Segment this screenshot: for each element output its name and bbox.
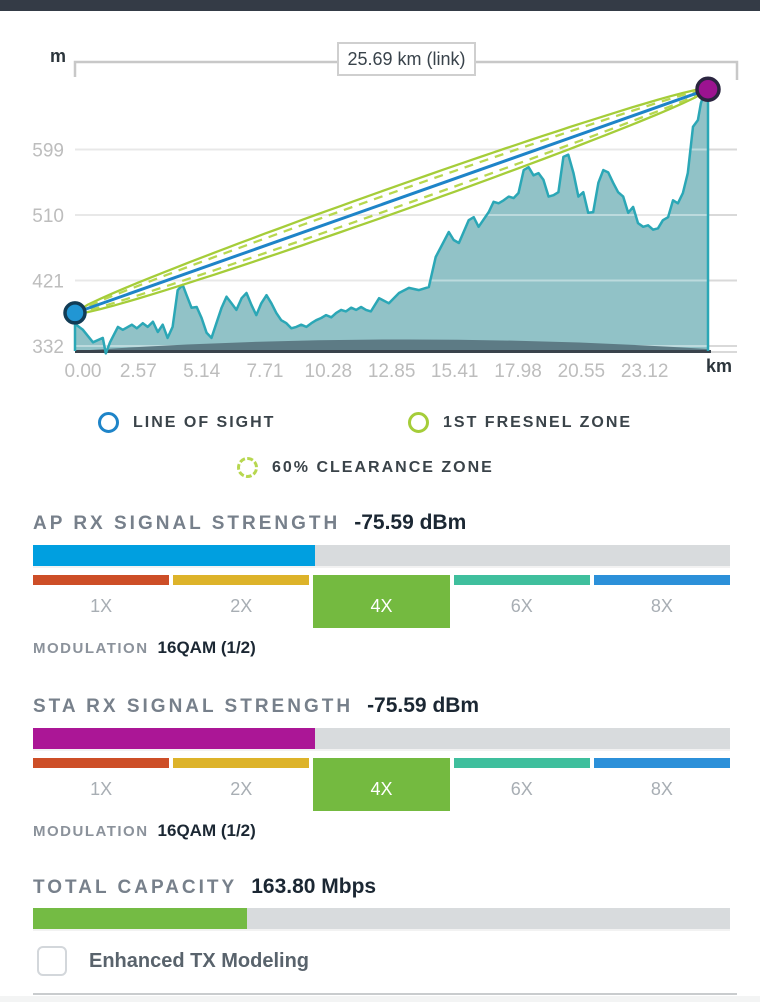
svg-text:10.28: 10.28 [305,361,353,382]
sta-rx-title: STA RX SIGNAL STRENGTH [33,696,354,717]
legend-fresnel-zone: 1ST FRESNEL ZONE [408,412,632,433]
enhanced-tx-modeling-checkbox[interactable] [37,946,67,976]
svg-text:15.41: 15.41 [431,361,479,382]
modulation-strip [33,575,170,585]
svg-text:599: 599 [32,141,64,162]
svg-text:332: 332 [32,337,64,358]
sta-rx-value: -75.59 dBm [367,694,480,717]
modulation-label: MODULATION [33,823,149,840]
modulation-strip [313,758,450,768]
ap-rx-title: AP RX SIGNAL STRENGTH [33,513,341,534]
modulation-option-4x[interactable]: 4X [313,575,450,628]
modulation-strip [173,758,310,768]
fresnel-zone-lower [74,88,709,315]
svg-text:421: 421 [32,272,64,293]
modulation-strip [453,575,590,585]
link-distance-label: 25.69 km (link) [337,42,476,76]
bottom-divider [33,993,737,995]
modulation-strip [593,758,731,768]
fresnel-zone-upper [74,88,709,314]
modulation-option-label: 1X [90,779,113,799]
fresnel-zone-icon [408,412,429,433]
line-of-sight [74,87,709,315]
modulation-option-label: 2X [230,596,253,616]
top-bar [0,0,760,11]
modulation-option-label: 4X [370,596,393,616]
sta-modulation-line: MODULATION 16QAM (1/2) [33,821,256,841]
modulation-option-2x[interactable]: 2X [173,575,310,628]
svg-text:510: 510 [32,206,64,227]
line-of-sight-icon [98,412,119,433]
ap-signal-bar [33,545,730,566]
ap-modulation-selector: 1X 2X 4X 6X 8X [33,575,731,628]
capacity-bar [33,908,730,929]
total-capacity-title: TOTAL CAPACITY [33,877,238,898]
svg-text:12.85: 12.85 [368,361,416,382]
modulation-option-label: 6X [510,596,533,616]
modulation-option-2x[interactable]: 2X [173,758,310,811]
modulation-strip [33,758,170,768]
modulation-option-label: 4X [370,779,393,799]
y-axis-unit-label: m [50,46,67,66]
svg-text:17.98: 17.98 [494,361,542,382]
modulation-option-1x[interactable]: 1X [33,575,170,628]
svg-text:23.12: 23.12 [621,361,669,382]
ap-rx-header: AP RX SIGNAL STRENGTH -75.59 dBm [33,511,466,535]
sta-modulation-selector: 1X 2X 4X 6X 8X [33,758,731,811]
svg-text:0.00: 0.00 [65,361,102,382]
total-capacity-value: 163.80 Mbps [251,875,377,898]
modulation-option-6x[interactable]: 6X [453,575,590,628]
ap-signal-fill [33,545,315,566]
legend-label: 1ST FRESNEL ZONE [443,413,633,431]
svg-text:5.14: 5.14 [183,361,220,382]
sta-endpoint-marker[interactable] [695,76,721,102]
x-axis-unit-label: km [706,356,733,376]
modulation-option-label: 8X [650,596,673,616]
svg-text:20.55: 20.55 [558,361,606,382]
capacity-fill [33,908,247,929]
sta-signal-fill [33,728,315,749]
elevation-profile-chart: 599 510 421 332 0.00 2.57 5.14 7.71 10.28 12.85 15… [0,0,760,400]
modulation-option-label: 8X [650,779,673,799]
modulation-option-6x[interactable]: 6X [453,758,590,811]
modulation-option-label: 2X [230,779,253,799]
sta-rx-header: STA RX SIGNAL STRENGTH -75.59 dBm [33,694,479,718]
modulation-option-label: 1X [90,596,113,616]
ap-endpoint-marker[interactable] [63,301,87,325]
modulation-option-label: 6X [510,779,533,799]
sta-signal-bar [33,728,730,749]
ap-modulation-line: MODULATION 16QAM (1/2) [33,638,256,658]
svg-text:2.57: 2.57 [120,361,157,382]
sta-modulation-value: 16QAM (1/2) [157,821,256,840]
modulation-strip [593,575,731,585]
modulation-strip [313,575,450,585]
legend-label: LINE OF SIGHT [133,413,276,431]
legend-clearance-zone: 60% CLEARANCE ZONE [237,457,494,478]
ap-rx-value: -75.59 dBm [354,511,467,534]
modulation-option-4x[interactable]: 4X [313,758,450,811]
elevation-profile-area [75,89,708,354]
enhanced-tx-modeling-label: Enhanced TX Modeling [89,949,310,972]
modulation-strip [453,758,590,768]
modulation-option-1x[interactable]: 1X [33,758,170,811]
legend-line-of-sight: LINE OF SIGHT [98,412,275,433]
modulation-option-8x[interactable]: 8X [593,575,731,628]
modulation-label: MODULATION [33,640,149,657]
clearance-zone-upper [74,88,709,314]
bottom-strip [0,996,760,1002]
ap-modulation-value: 16QAM (1/2) [157,638,256,657]
legend-label: 60% CLEARANCE ZONE [272,458,494,476]
clearance-zone-icon [237,457,258,478]
total-capacity-header: TOTAL CAPACITY 163.80 Mbps [33,875,376,899]
modulation-strip [173,575,310,585]
svg-text:7.71: 7.71 [246,361,283,382]
enhanced-tx-modeling-row: Enhanced TX Modeling [37,946,309,976]
modulation-option-8x[interactable]: 8X [593,758,731,811]
